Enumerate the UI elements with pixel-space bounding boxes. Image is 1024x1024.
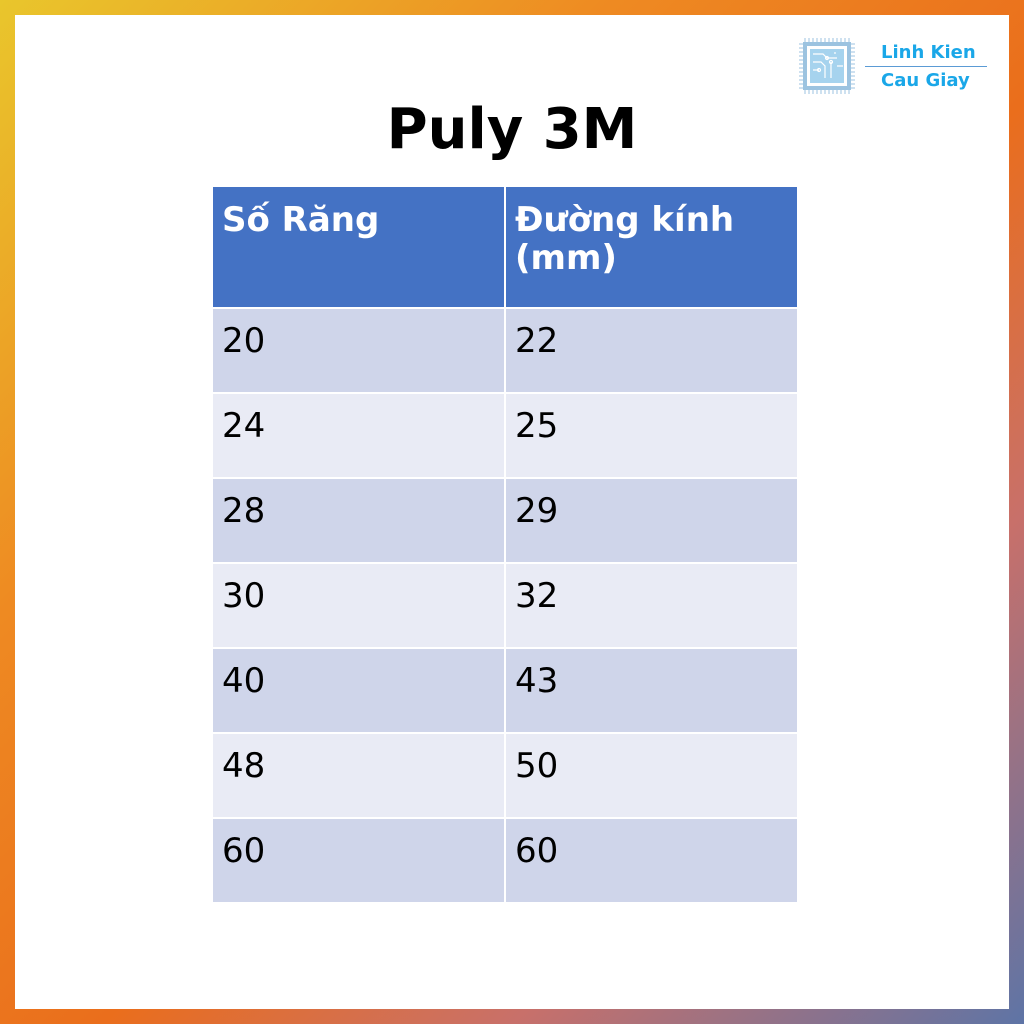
table-header-row: Số Răng Đường kính (mm) xyxy=(211,185,799,309)
table-row: 28 29 xyxy=(211,477,799,564)
table-row: 30 32 xyxy=(211,562,799,649)
cell-diameter: 22 xyxy=(504,307,799,394)
header-teeth: Số Răng xyxy=(211,185,506,309)
brand-line1: Linh Kien xyxy=(881,42,976,63)
table-row: 48 50 xyxy=(211,732,799,819)
cell-diameter: 29 xyxy=(504,477,799,564)
cell-teeth: 28 xyxy=(211,477,506,564)
table-row: 60 60 xyxy=(211,817,799,904)
brand-line2: Cau Giay xyxy=(881,70,970,91)
pulley-table: Số Răng Đường kính (mm) 20 22 24 25 28 29 30 32… xyxy=(211,185,799,904)
cell-diameter: 50 xyxy=(504,732,799,819)
cell-teeth: 40 xyxy=(211,647,506,734)
table-row: 20 22 xyxy=(211,307,799,394)
cell-teeth: 30 xyxy=(211,562,506,649)
logo: Linh Kien Cau Giay xyxy=(797,36,997,96)
brand-divider xyxy=(865,66,987,67)
header-diameter: Đường kính (mm) xyxy=(504,185,799,309)
table-row: 24 25 xyxy=(211,392,799,479)
cell-teeth: 20 xyxy=(211,307,506,394)
table-row: 40 43 xyxy=(211,647,799,734)
cell-teeth: 60 xyxy=(211,817,506,904)
cell-teeth: 24 xyxy=(211,392,506,479)
cell-diameter: 43 xyxy=(504,647,799,734)
cell-teeth: 48 xyxy=(211,732,506,819)
cell-diameter: 60 xyxy=(504,817,799,904)
cell-diameter: 32 xyxy=(504,562,799,649)
cell-diameter: 25 xyxy=(504,392,799,479)
page-title: Puly 3M xyxy=(386,97,638,162)
page: Linh Kien Cau Giay Puly 3M Số Răng Đường… xyxy=(15,15,1009,1009)
chip-icon xyxy=(799,38,855,94)
